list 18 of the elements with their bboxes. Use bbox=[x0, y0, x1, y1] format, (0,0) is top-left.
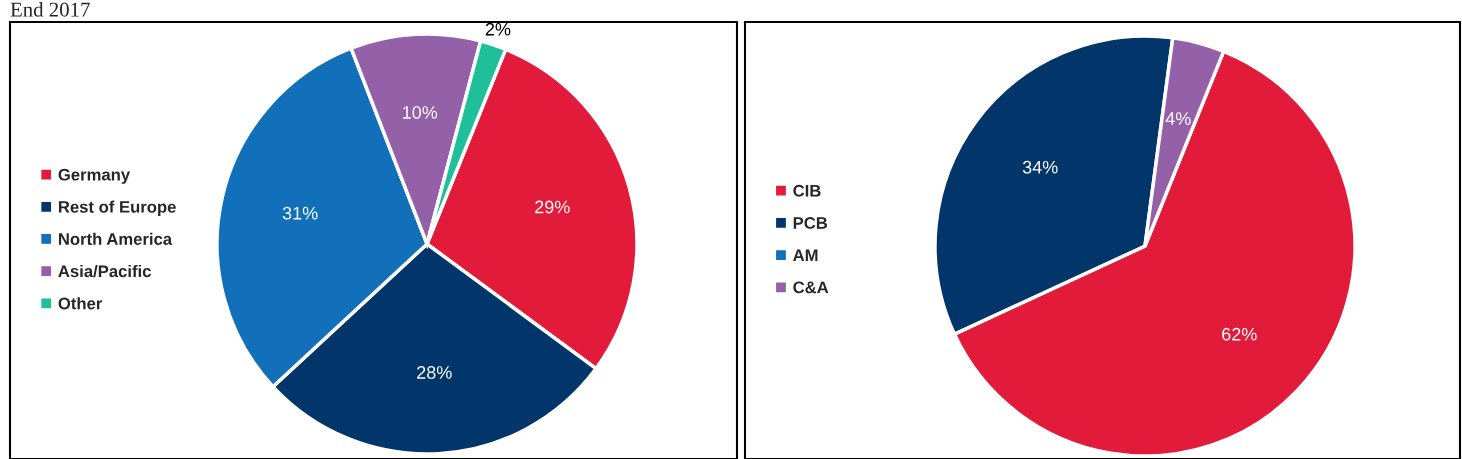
legend-label: Asia/Pacific bbox=[58, 264, 151, 278]
legend-label: Rest of Europe bbox=[58, 200, 176, 217]
legend-label: C&A bbox=[793, 281, 829, 294]
data-label: 10% bbox=[403, 106, 438, 119]
data-label: 62% bbox=[1222, 327, 1257, 341]
data-label: 31% bbox=[282, 206, 318, 220]
legend-label: North America bbox=[58, 232, 173, 245]
chart-title: End 2017 bbox=[10, 2, 90, 17]
data-label: 28% bbox=[417, 366, 452, 379]
data-label: 29% bbox=[535, 200, 570, 214]
data-label: 34% bbox=[1022, 160, 1058, 174]
legend-label: Other bbox=[58, 297, 103, 310]
data-label: 2% bbox=[485, 22, 511, 36]
data-label: 4% bbox=[1165, 112, 1191, 125]
legend-label: PCB bbox=[793, 217, 828, 229]
legend-label: CIB bbox=[793, 184, 821, 197]
legend-label: Germany bbox=[58, 168, 131, 184]
legend-label: AM bbox=[793, 249, 818, 261]
